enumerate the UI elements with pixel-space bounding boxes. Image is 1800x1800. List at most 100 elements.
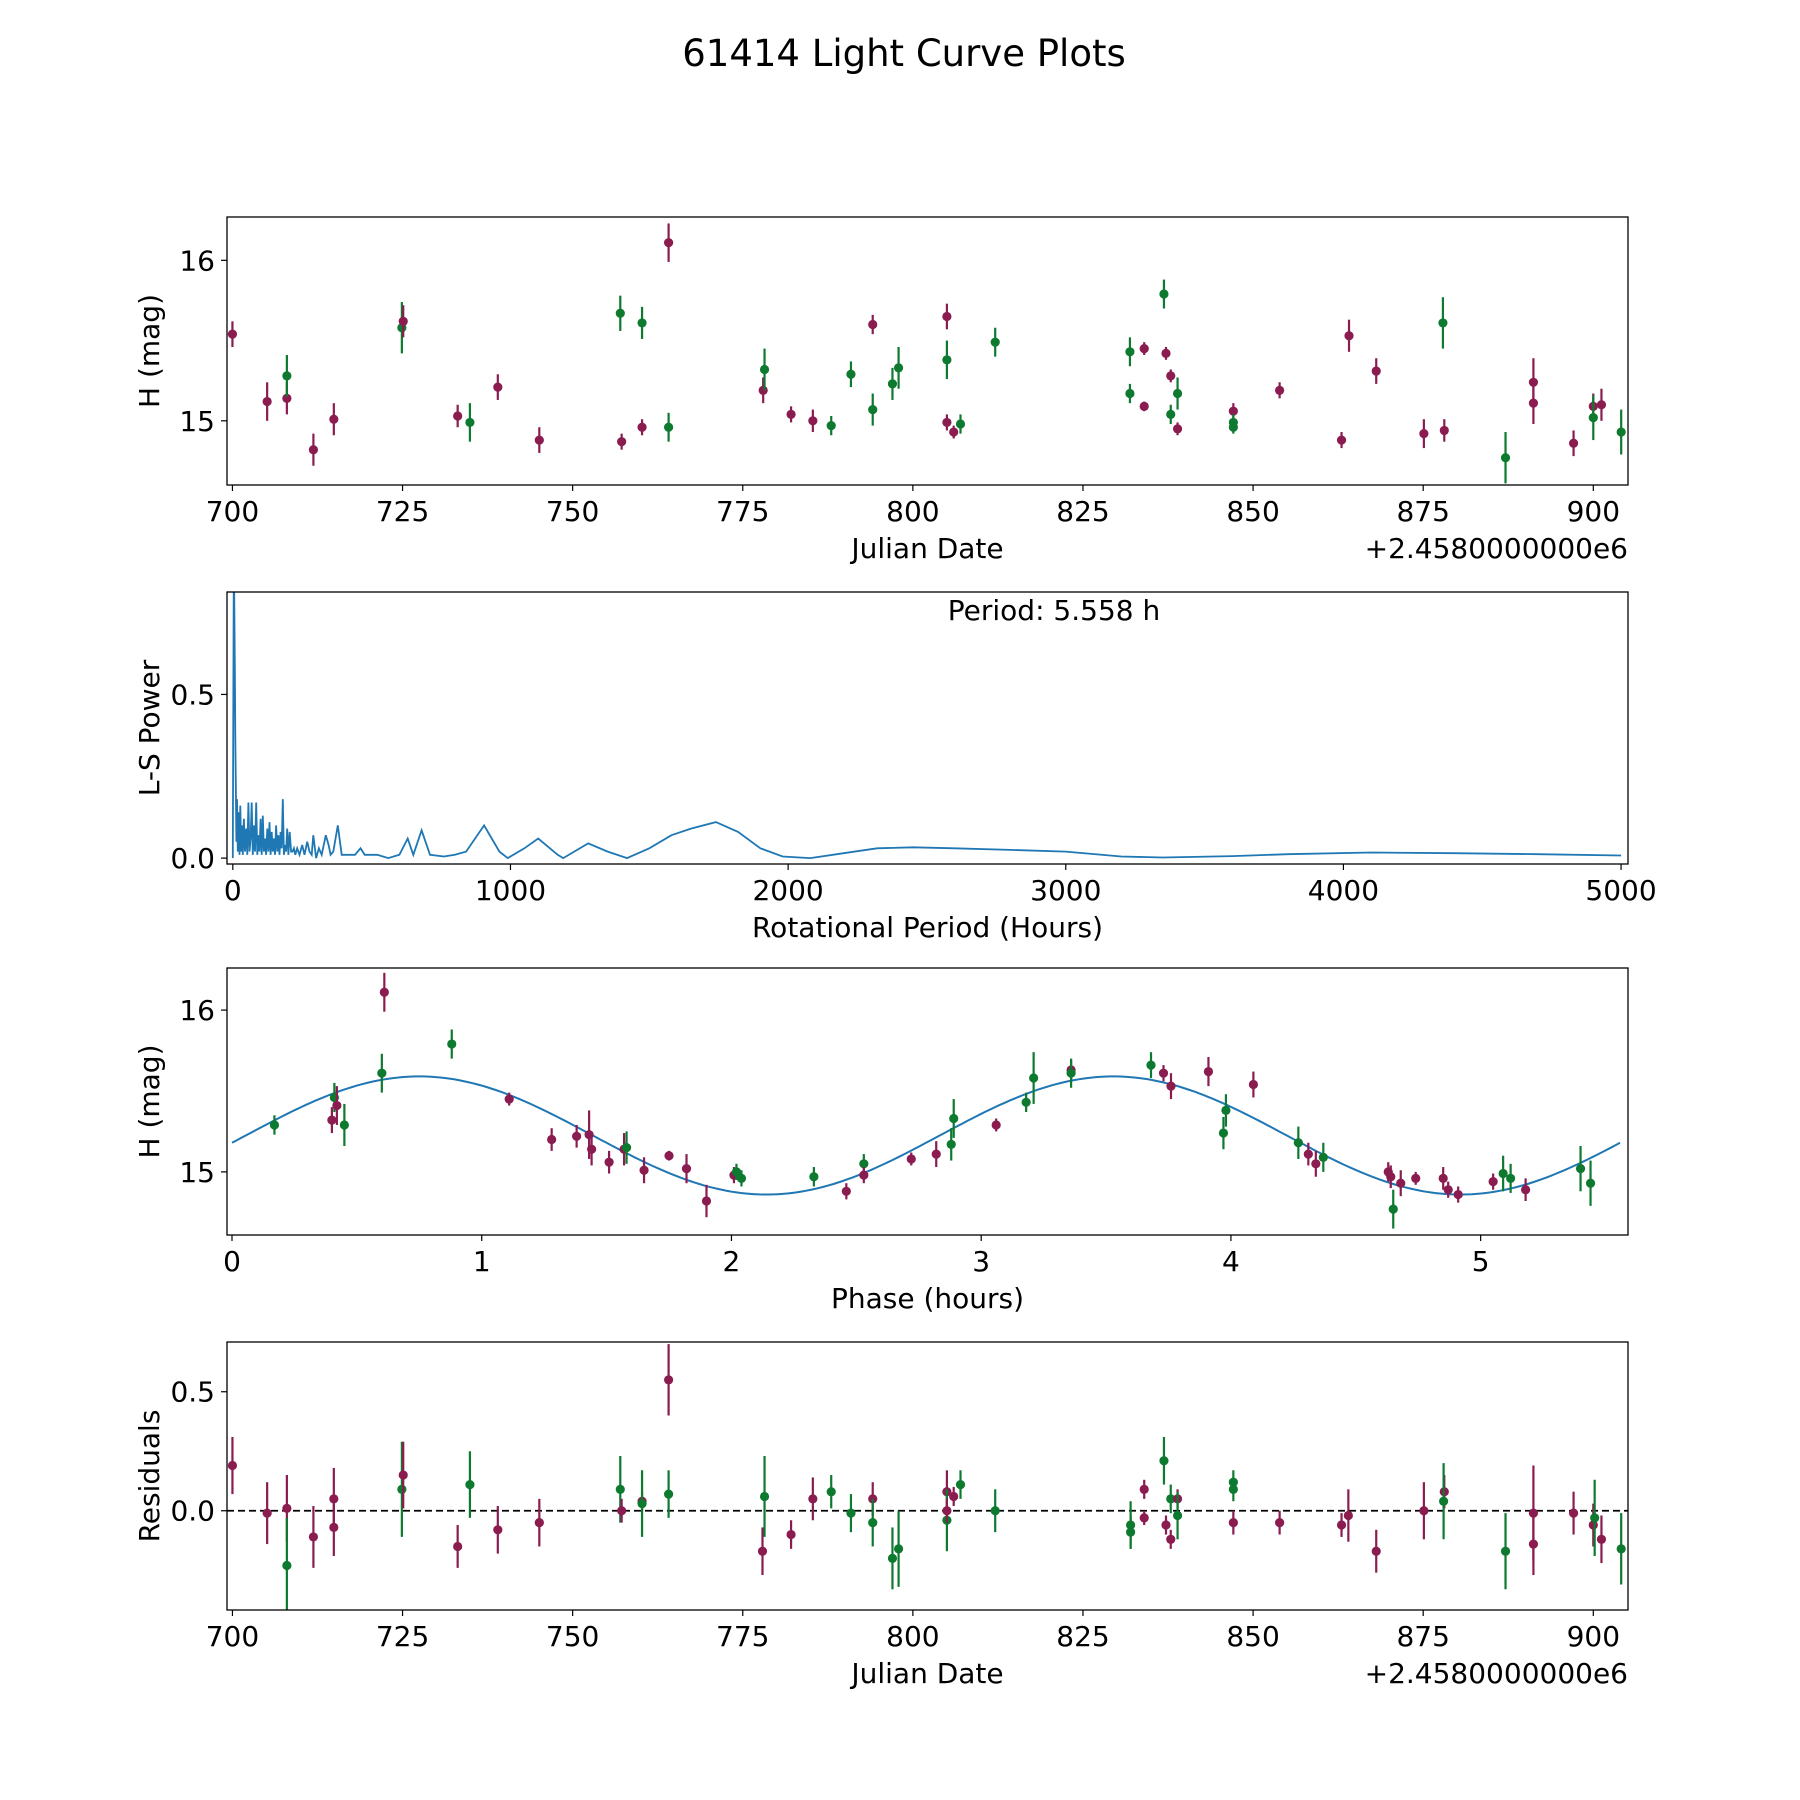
x-offset-text: +2.4580000000e6 <box>1365 1657 1628 1690</box>
data-point <box>1438 1173 1448 1183</box>
data-point <box>949 1113 959 1124</box>
data-point <box>1125 347 1135 357</box>
data-point <box>942 311 952 322</box>
data-point <box>826 1487 836 1497</box>
x-tick-label: 750 <box>546 1620 599 1653</box>
data-point <box>1419 429 1429 439</box>
data-point <box>1439 1496 1449 1506</box>
x-tick-label: 5 <box>1472 1245 1490 1278</box>
data-point <box>931 1149 941 1159</box>
data-point <box>887 1553 898 1563</box>
x-tick-label: 850 <box>1226 495 1279 528</box>
data-point <box>282 393 292 403</box>
data-point <box>1146 1060 1156 1070</box>
data-point <box>493 382 503 392</box>
periodogram-panel: 0 1000 2000 3000 4000 5000 0.0 0.5 Rotational Pe… <box>133 591 1657 944</box>
data-point <box>946 1139 956 1149</box>
data-point <box>332 1100 342 1111</box>
data-point <box>868 1518 878 1528</box>
data-point <box>227 1460 238 1471</box>
data-point <box>1585 1178 1596 1188</box>
data-point <box>447 1039 457 1049</box>
x-tick-label: 850 <box>1226 1620 1279 1653</box>
data-point <box>663 422 674 432</box>
data-point <box>1159 289 1169 299</box>
data-point <box>1139 1513 1149 1523</box>
data-point <box>663 238 674 248</box>
data-point <box>859 1170 869 1180</box>
x-tick-label: 0 <box>223 1245 241 1278</box>
x-tick-label: 800 <box>886 1620 939 1653</box>
data-point <box>846 369 856 379</box>
y-tick-label: 15 <box>179 1156 215 1189</box>
data-point <box>1336 435 1347 445</box>
data-point <box>339 1120 349 1130</box>
axes-frame <box>226 967 1629 1236</box>
data-point <box>1528 398 1539 408</box>
data-point <box>397 1484 407 1494</box>
data-point <box>547 1134 557 1145</box>
plot-area <box>231 972 1621 1229</box>
data-point <box>1029 1073 1039 1083</box>
data-point <box>1371 1546 1381 1556</box>
x-tick-label: 0 <box>224 874 242 907</box>
data-point <box>841 1186 851 1196</box>
data-point <box>955 419 966 429</box>
x-tick-label: 700 <box>206 495 259 528</box>
data-point <box>262 1508 272 1518</box>
data-point <box>329 414 339 424</box>
data-point <box>282 1503 292 1513</box>
data-point <box>826 421 836 431</box>
data-point <box>759 1491 770 1502</box>
light-curve-panel: 700 725 750 775 800 825 850 875 900 15 16 Julian Da… <box>133 216 1629 565</box>
data-point <box>990 337 1000 347</box>
data-point <box>398 1470 408 1480</box>
data-point <box>1498 1168 1508 1179</box>
y-tick-label: 0.5 <box>170 678 215 711</box>
data-point <box>1590 1513 1600 1523</box>
data-point <box>1158 1068 1169 1078</box>
data-point <box>1228 422 1238 432</box>
data-point <box>1275 385 1285 395</box>
data-point <box>1166 1534 1176 1544</box>
data-point <box>1166 1081 1176 1091</box>
data-point <box>893 363 904 373</box>
y-tick-label: 15 <box>179 405 215 438</box>
residuals-panel: 700 725 750 775 800 825 850 875 900 0.0 0.5 Julian … <box>133 1341 1629 1690</box>
data-point <box>227 329 238 339</box>
data-point <box>1248 1079 1259 1090</box>
data-point <box>757 1546 768 1556</box>
data-point <box>786 1529 796 1540</box>
data-point <box>1139 1484 1149 1494</box>
data-point <box>1616 427 1626 437</box>
data-point <box>1126 1527 1136 1537</box>
data-point <box>637 1499 647 1509</box>
data-point <box>639 1165 649 1175</box>
plot-area <box>231 592 1622 860</box>
x-axis-label: Rotational Period (Hours) <box>752 911 1103 944</box>
data-point <box>1293 1138 1303 1148</box>
x-axis-label: Julian Date <box>849 532 1003 565</box>
data-point <box>1616 1544 1626 1554</box>
y-tick-label: 0.5 <box>170 1376 215 1409</box>
x-tick-label: 725 <box>376 495 429 528</box>
x-tick-label: 800 <box>886 495 939 528</box>
y-tick-label: 16 <box>179 244 215 277</box>
data-point <box>282 1560 292 1571</box>
data-point <box>809 1172 819 1182</box>
x-tick-label: 900 <box>1567 495 1620 528</box>
data-point <box>1443 1185 1453 1195</box>
data-point <box>1139 343 1149 354</box>
data-point <box>1166 371 1176 381</box>
data-point <box>1318 1152 1328 1162</box>
y-axis-label: L-S Power <box>133 659 166 796</box>
data-point <box>664 1151 674 1161</box>
x-tick-label: 900 <box>1567 1620 1620 1653</box>
data-point <box>736 1173 747 1183</box>
data-point <box>1172 388 1183 399</box>
data-point <box>534 435 544 445</box>
x-tick-label: 1000 <box>475 874 546 907</box>
x-tick-label: 2000 <box>752 874 823 907</box>
data-point <box>493 1525 503 1535</box>
